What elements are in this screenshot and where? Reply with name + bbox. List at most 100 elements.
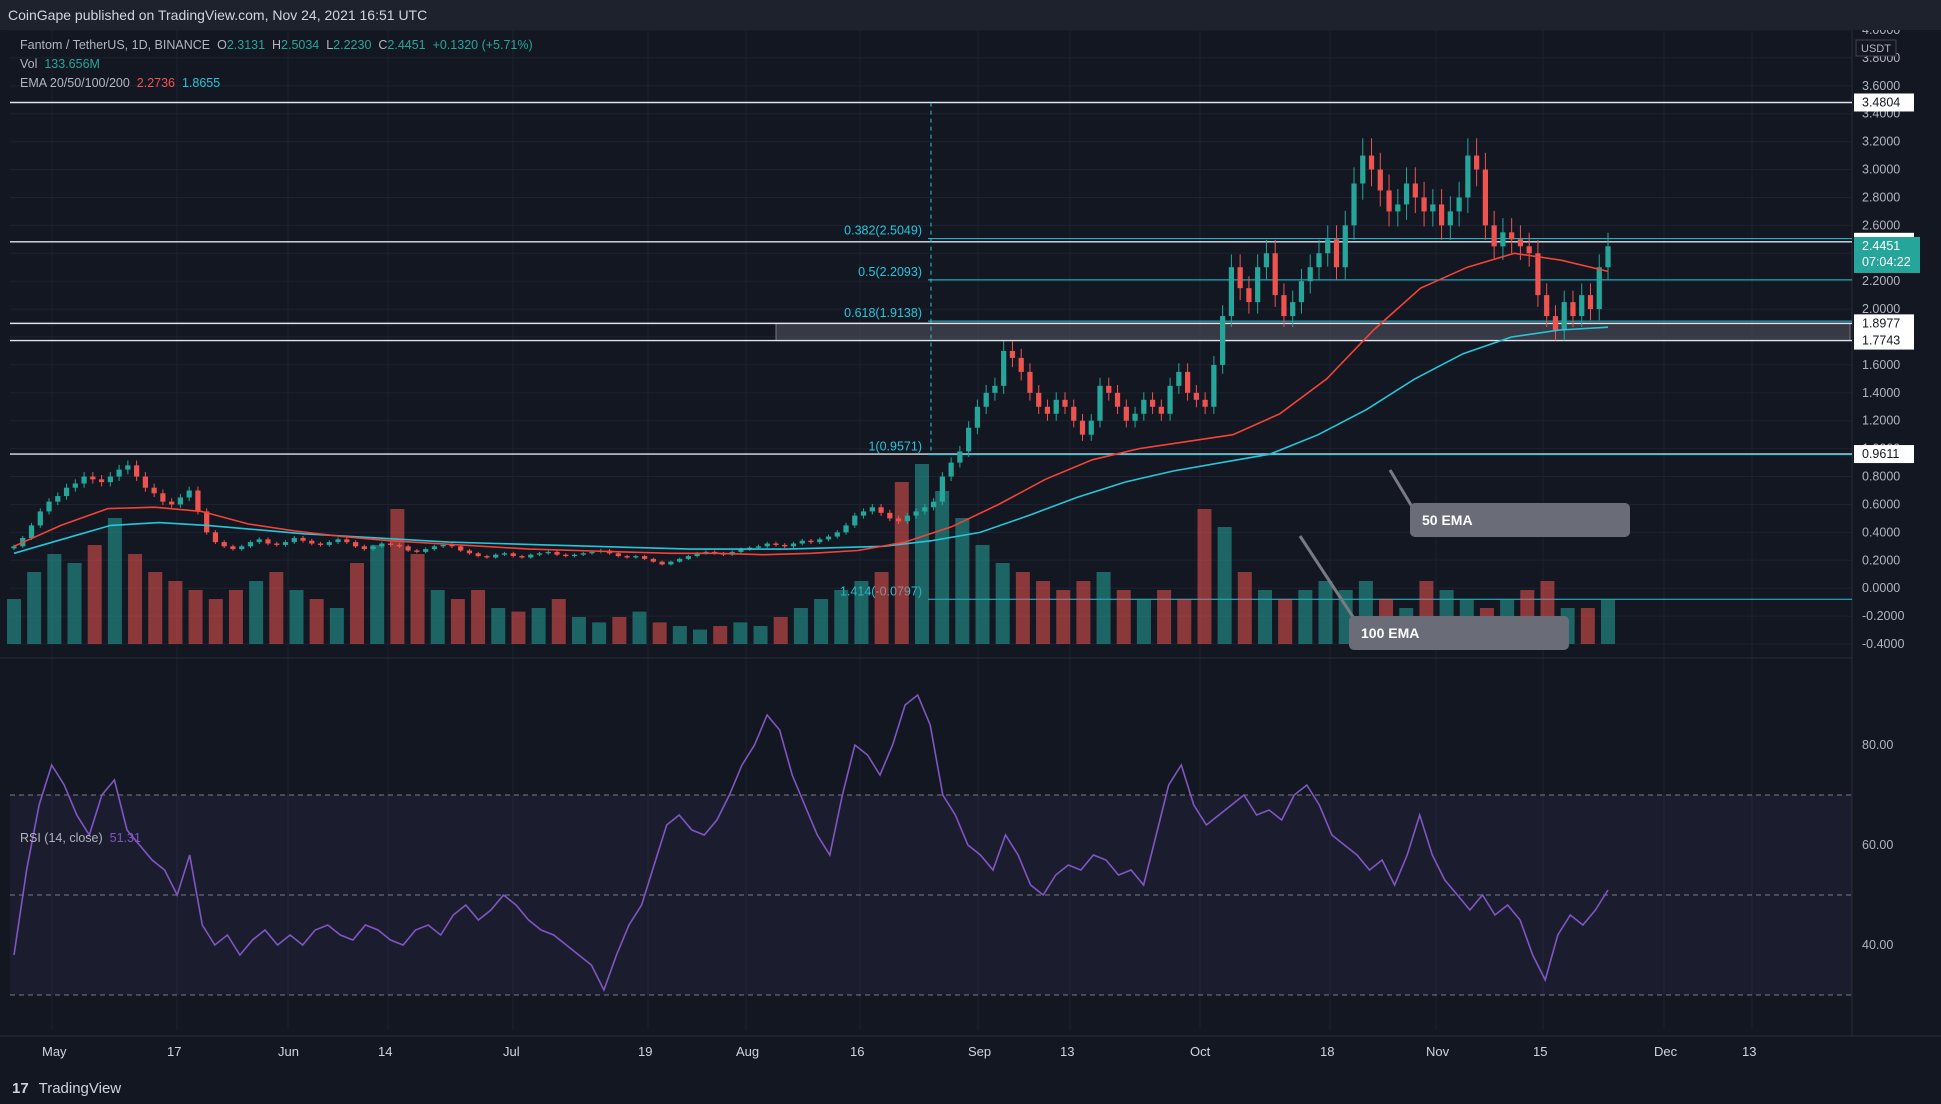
candle-body xyxy=(1263,253,1270,268)
candle-body xyxy=(1605,246,1611,268)
candle-body xyxy=(458,546,464,551)
time-tick-label: Jul xyxy=(503,1044,520,1059)
candle-body xyxy=(1316,253,1322,268)
volume-bar xyxy=(329,608,344,644)
candle-body xyxy=(983,392,989,407)
candle-body xyxy=(204,511,210,533)
candle-body xyxy=(536,553,543,555)
candle-body xyxy=(247,542,254,547)
time-tick-label: Oct xyxy=(1190,1044,1211,1059)
fib-level-label: 0.382(2.5049) xyxy=(844,224,922,238)
candle-body xyxy=(81,476,87,484)
candle-body xyxy=(256,539,262,543)
volume-bar xyxy=(733,622,748,644)
candle-body xyxy=(1552,316,1559,331)
time-tick-label: Nov xyxy=(1426,1044,1450,1059)
callout-label-100ema: 100 EMA xyxy=(1361,625,1419,641)
price-level-tag xyxy=(1854,445,1914,464)
candle-body xyxy=(1237,267,1243,289)
candle-body xyxy=(1220,316,1226,365)
volume-bar xyxy=(1177,599,1192,644)
candle-body xyxy=(291,537,297,543)
price-level-tag xyxy=(1854,314,1914,333)
candle-body xyxy=(615,553,621,557)
time-tick-label: 19 xyxy=(638,1044,652,1059)
candle-body xyxy=(1298,281,1305,303)
candle-body xyxy=(160,493,166,502)
candle-body xyxy=(1491,225,1497,247)
candle-body xyxy=(1570,302,1576,317)
volume-bar xyxy=(309,599,324,644)
callout-box-50ema xyxy=(1410,503,1630,537)
candle-body xyxy=(361,546,367,550)
rsi-line xyxy=(13,693,1609,993)
candle-body xyxy=(545,551,551,554)
candle-body xyxy=(1447,211,1453,226)
price-tick-label: 3.2000 xyxy=(1862,135,1900,149)
volume-bar xyxy=(612,617,627,644)
rsi-label: RSI (14, close) xyxy=(20,831,103,845)
time-tick-label: 13 xyxy=(1742,1044,1756,1059)
publish-header: CoinGape published on TradingView.com, N… xyxy=(0,0,1941,30)
candle-body xyxy=(992,385,998,393)
price-level-label: 3.4804 xyxy=(1862,96,1900,110)
candle-body xyxy=(895,518,902,522)
candle-body xyxy=(1053,399,1059,414)
candle-body xyxy=(1561,302,1567,331)
volume-bar xyxy=(1197,509,1212,644)
price-level-tag xyxy=(1854,93,1914,112)
candle-body xyxy=(782,544,788,547)
candle-body xyxy=(1255,267,1261,303)
price-level-label: 0.9611 xyxy=(1862,447,1899,461)
volume-bar xyxy=(87,545,102,644)
candle-body xyxy=(98,479,105,483)
price-tick-label: 2.2000 xyxy=(1862,274,1900,288)
candle-body xyxy=(484,556,490,558)
volume-bar xyxy=(693,629,708,644)
candle-body xyxy=(1097,385,1103,421)
volume-bar xyxy=(975,545,990,644)
price-chart[interactable]: 4.00003.80003.60003.40003.20003.00002.80… xyxy=(0,23,1941,1074)
candle-body xyxy=(265,539,271,544)
price-tick-label: 1.4000 xyxy=(1862,386,1900,400)
volume-bar xyxy=(269,572,284,644)
volume-bar xyxy=(753,626,768,644)
candle-body xyxy=(957,451,963,463)
volume-bar xyxy=(814,599,829,644)
ema100-line xyxy=(13,326,1609,555)
candle-body xyxy=(169,501,175,505)
volume-bar xyxy=(834,590,849,644)
candle-body xyxy=(764,543,770,547)
chart-area[interactable]: 4.0000 3.8000 3.6000 3.4000 3.2000 3.0000 2.80… xyxy=(0,23,1941,1074)
volume-bar xyxy=(1015,572,1030,644)
publish-info: CoinGape published on TradingView.com, N… xyxy=(8,7,428,23)
callout-box-100ema xyxy=(1349,616,1569,650)
candle-body xyxy=(1167,385,1173,414)
candle-body xyxy=(1290,302,1296,317)
candle-body xyxy=(624,556,630,558)
volume-bar xyxy=(632,611,647,644)
candle-body xyxy=(344,539,350,543)
candle-body xyxy=(1184,371,1191,393)
candle-body xyxy=(379,543,385,547)
open-label: O xyxy=(217,38,227,52)
candle-body xyxy=(1342,225,1348,268)
volume-bar xyxy=(228,590,243,644)
volume-bar xyxy=(1237,572,1252,644)
volume-bar xyxy=(7,599,21,644)
price-tick-label: 4.0000 xyxy=(1862,30,1900,37)
candle-body xyxy=(641,556,648,559)
candle-body xyxy=(1360,155,1366,184)
candle-body xyxy=(519,556,525,558)
ema-value-a: 2.2736 xyxy=(136,76,175,90)
candle-body xyxy=(300,537,306,541)
volume-bar xyxy=(249,581,264,644)
volume-bar xyxy=(370,545,385,644)
candle-body xyxy=(887,512,893,519)
candle-body xyxy=(755,546,762,548)
candle-body xyxy=(1088,420,1094,435)
candle-body xyxy=(37,511,43,526)
candle-body xyxy=(563,554,569,557)
candle-body xyxy=(1211,364,1217,407)
candle-body xyxy=(589,551,595,554)
